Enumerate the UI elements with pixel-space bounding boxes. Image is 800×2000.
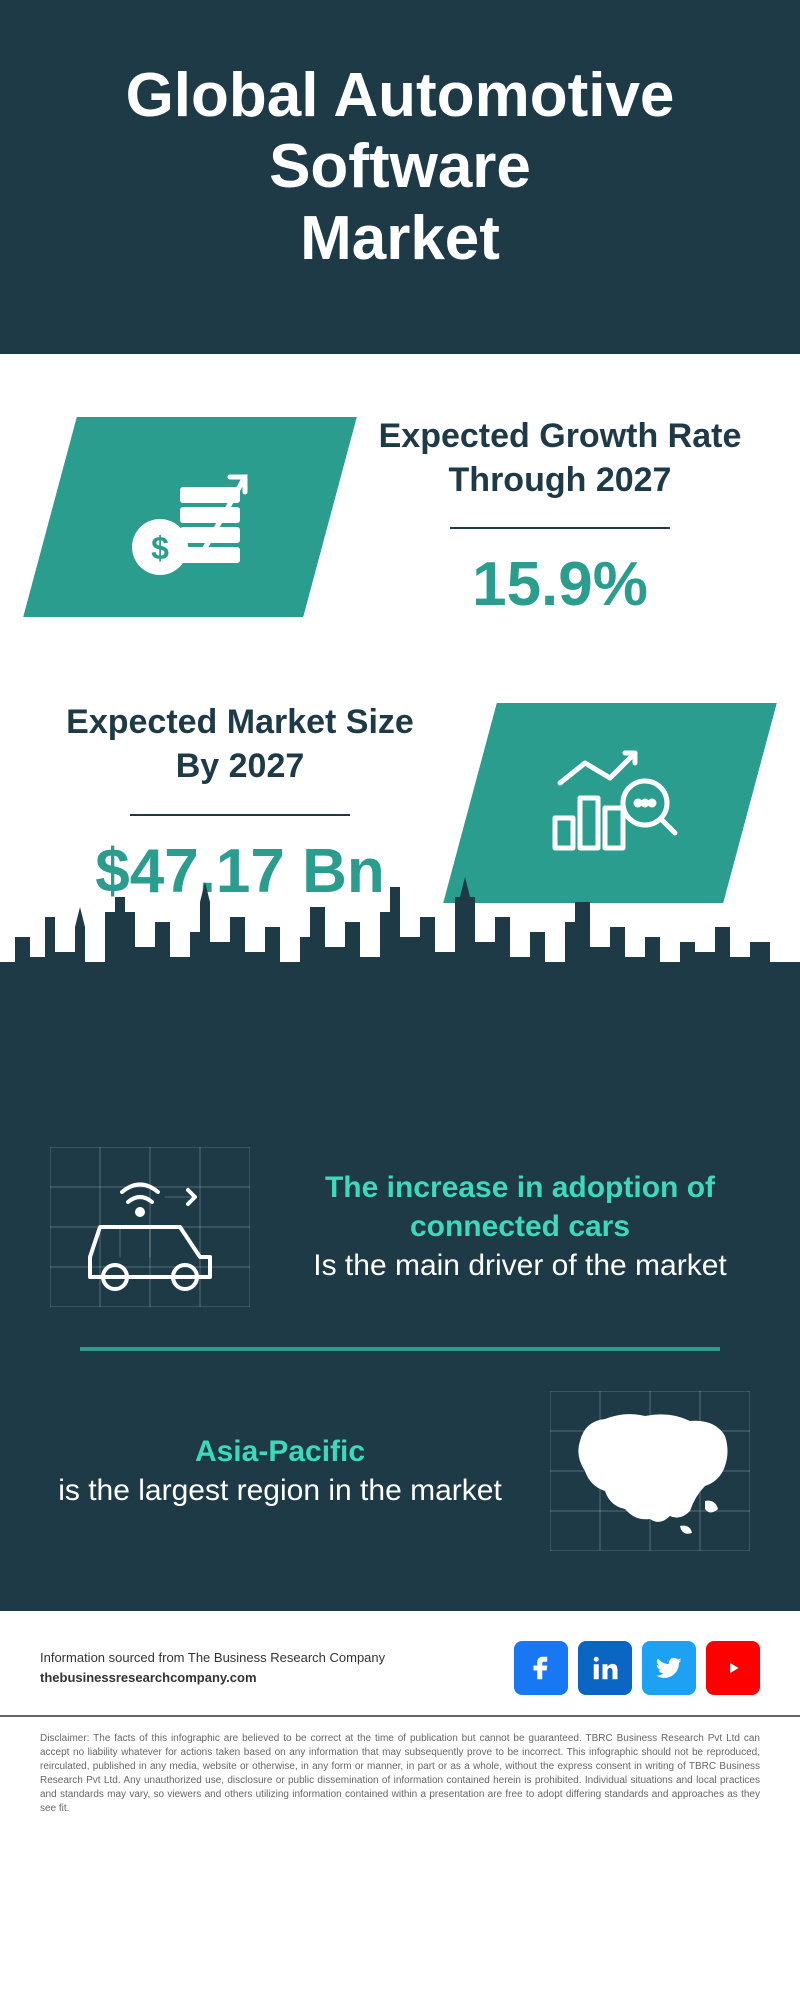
growth-label: Expected Growth Rate Through 2027: [370, 414, 750, 517]
title-line-3: Market: [300, 204, 500, 273]
twitter-icon[interactable]: [642, 1641, 696, 1695]
stat-growth-section: $ Expected Growth Rate Through 2027 15.9…: [0, 354, 800, 680]
connected-car-icon-box: [50, 1147, 250, 1307]
svg-text:$: $: [151, 530, 169, 566]
linkedin-icon[interactable]: [578, 1641, 632, 1695]
driver-highlight: The increase in adoption of connected ca…: [290, 1168, 750, 1246]
footer-source: Information sourced from The Business Re…: [40, 1648, 385, 1687]
growth-icon-panel: $: [23, 417, 357, 617]
disclaimer-section: Disclaimer: The facts of this infographi…: [0, 1715, 800, 1846]
source-text: Information sourced from The Business Re…: [40, 1648, 385, 1668]
asia-map-icon-box: [550, 1391, 750, 1551]
disclaimer-text: Disclaimer: The facts of this infographi…: [40, 1732, 760, 1816]
growth-value: 15.9%: [370, 549, 750, 620]
social-icons: [514, 1641, 760, 1695]
youtube-icon[interactable]: [706, 1641, 760, 1695]
chart-analysis-icon: [530, 733, 690, 873]
main-title: Global Automotive Software Market: [40, 60, 760, 274]
region-section: Asia-Pacific is the largest region in th…: [50, 1391, 750, 1551]
driver-section: The increase in adoption of connected ca…: [0, 1107, 800, 1611]
money-growth-icon: $: [110, 447, 270, 587]
region-sub: is the largest region in the market: [50, 1471, 510, 1510]
footer: Information sourced from The Business Re…: [0, 1611, 800, 1715]
region-highlight: Asia-Pacific: [50, 1432, 510, 1471]
skyline-divider: [0, 967, 800, 1107]
title-line-1: Global Automotive: [126, 61, 675, 130]
size-label: Expected Market Size By 2027: [50, 700, 430, 803]
facebook-icon[interactable]: [514, 1641, 568, 1695]
header-banner: Global Automotive Software Market: [0, 0, 800, 354]
source-url: thebusinessresearchcompany.com: [40, 1668, 385, 1688]
teal-divider: [80, 1347, 720, 1351]
divider: [130, 814, 350, 816]
divider: [450, 527, 670, 529]
title-line-2: Software: [269, 132, 531, 201]
driver-sub: Is the main driver of the market: [290, 1246, 750, 1285]
